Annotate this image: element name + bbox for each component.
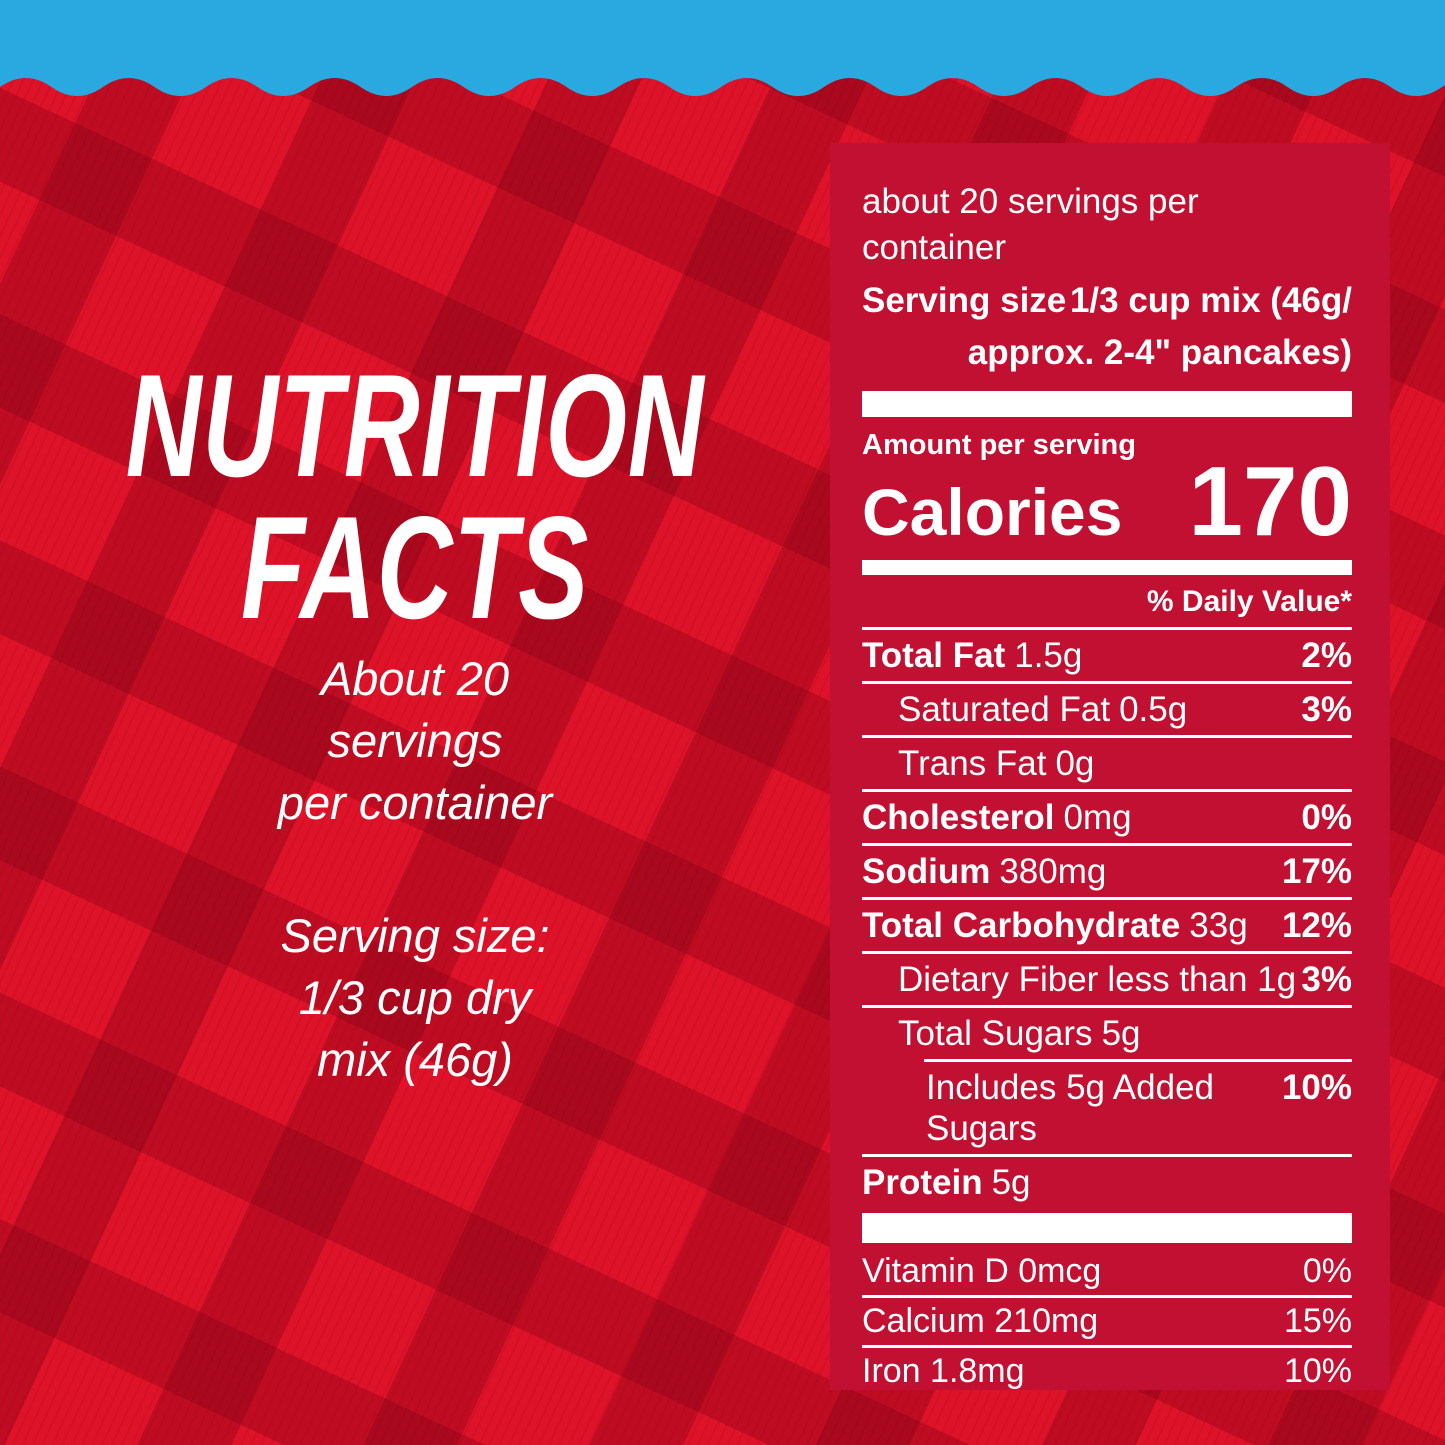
nutrient-dv: 17% [1281,852,1352,891]
daily-value-header: % Daily Value* [1146,585,1352,618]
nutrient-dv: 2% [1301,636,1352,675]
nutrient-amount: less than 1g [1107,960,1297,999]
nutrient-row-sodium: Sodium 380mg 17% [862,843,1352,897]
inset-divider [924,1059,1352,1062]
vitamin-row-calcium: Calcium 210mg 15% [862,1295,1352,1345]
nutrient-name: Sodium [862,852,991,891]
serving-size-summary-line: mix (46g) [317,1033,513,1086]
nutrient-name: Protein [862,1163,983,1202]
servings-per-container: about 20 servings per container [862,182,1199,267]
title-line-2: FACTS [240,486,590,649]
nutrient-row-saturated-fat: Saturated Fat 0.5g 3% [862,681,1352,735]
serving-size-value: 1/3 cup mix (46g/ [1069,281,1352,320]
servings-summary-line: About 20 [320,652,510,705]
serving-size-value-line2: approx. 2-4" pancakes) [967,333,1352,372]
nutrient-amount: 1.5g [1014,636,1083,675]
servings-summary-line: per container [277,776,553,829]
vitamin-name: Calcium 210mg [862,1302,1099,1340]
servings-summary: About 20 servings per container [0,648,830,834]
nutrient-name: Total Fat [862,636,1006,675]
separator-bar-thick [862,1213,1352,1243]
nutrition-facts-title: NUTRITION FACTS [116,344,714,649]
nutrient-row-dietary-fiber: Dietary Fiber less than 1g 3% [862,951,1352,1005]
nutrient-row-total-sugars: Total Sugars 5g [862,1005,1352,1059]
nutrient-amount: 0.5g [1119,690,1188,729]
serving-size-summary-line: Serving size: [280,909,550,962]
calories-label: Calories [862,475,1123,549]
nutrient-row-total-carbohydrate: Total Carbohydrate 33g 12% [862,897,1352,951]
serving-size-label: Serving size [862,281,1067,320]
nutrition-facts-panel: about 20 servings per container Serving … [830,143,1390,1390]
nutrient-amount: 0mg [1063,798,1132,837]
nutrient-name: Includes 5g Added Sugars [926,1068,1215,1148]
nutrient-amount: 380mg [999,852,1107,891]
separator-bar-thick [862,391,1352,417]
nutrient-name: Saturated Fat [898,690,1111,729]
nutrient-amount: 5g [1101,1014,1141,1053]
vitamin-row-iron: Iron 1.8mg 10% [862,1345,1352,1390]
nutrient-dv: 12% [1281,906,1352,945]
vitamin-dv: 10% [1283,1352,1352,1390]
nutrient-name: Total Sugars [898,1014,1093,1053]
nutrient-name: Dietary Fiber [898,960,1099,999]
vitamin-dv: 15% [1283,1302,1352,1340]
title-line-1: NUTRITION [125,344,705,507]
vitamin-row-vitamin-d: Vitamin D 0mcg 0% [862,1248,1352,1295]
nutrient-dv: 10% [1281,1068,1352,1107]
nutrient-dv: 3% [1301,960,1352,999]
nutrient-row-protein: Protein 5g [862,1154,1352,1208]
nutrient-name: Trans Fat [898,744,1047,783]
nutrient-dv: 3% [1301,690,1352,729]
vitamin-name: Vitamin D 0mcg [862,1252,1102,1290]
nutrient-row-cholesterol: Cholesterol 0mg 0% [862,789,1352,843]
nutrient-row-total-fat: Total Fat 1.5g 2% [862,627,1352,681]
nutrient-name: Total Carbohydrate [862,906,1181,945]
nutrient-row-trans-fat: Trans Fat 0g [862,735,1352,789]
calories-value: 170 [1188,446,1352,556]
separator-bar-medium [862,560,1352,575]
nutrient-amount: 33g [1189,906,1248,945]
servings-summary-line: servings [327,714,503,767]
serving-size-summary: Serving size: 1/3 cup dry mix (46g) [0,905,830,1091]
amount-per-serving-label: Amount per serving [862,429,1136,461]
serving-size-row: Serving size 1/3 cup mix (46g/ [862,275,1352,327]
nutrient-amount: 0g [1055,744,1095,783]
vitamin-name: Iron 1.8mg [862,1352,1025,1390]
calories-row: Calories 170 [862,446,1352,556]
nutrient-row-added-sugars: Includes 5g Added Sugars 10% [862,1062,1352,1154]
serving-size-summary-line: 1/3 cup dry [298,971,532,1024]
wavy-blue-top-border [0,0,1445,96]
vitamin-dv: 0% [1302,1252,1352,1290]
nutrient-dv: 0% [1301,798,1352,837]
nutrient-amount: 5g [991,1163,1031,1202]
nutrient-name: Cholesterol [862,798,1055,837]
